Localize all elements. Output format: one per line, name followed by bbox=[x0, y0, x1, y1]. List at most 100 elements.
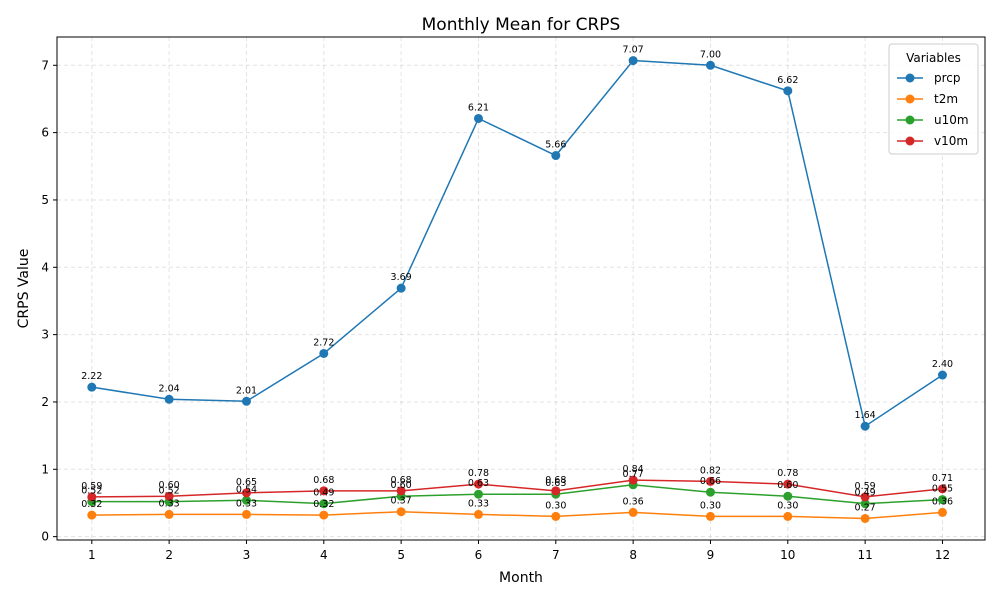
data-point-u10m bbox=[705, 487, 715, 497]
data-label-prcp: 6.21 bbox=[468, 102, 489, 113]
data-point-u10m bbox=[783, 491, 793, 501]
legend-marker-u10m bbox=[905, 115, 915, 125]
data-point-t2m bbox=[241, 509, 251, 519]
data-label-t2m: 0.36 bbox=[623, 496, 644, 507]
data-point-v10m bbox=[164, 491, 174, 501]
x-tick-label: 7 bbox=[552, 548, 560, 562]
data-point-prcp bbox=[860, 421, 870, 431]
data-point-u10m bbox=[241, 495, 251, 505]
data-point-v10m bbox=[783, 479, 793, 489]
data-label-v10m: 0.78 bbox=[777, 468, 798, 479]
data-label-prcp: 3.69 bbox=[391, 272, 412, 283]
data-point-t2m bbox=[473, 509, 483, 519]
data-label-u10m: 0.63 bbox=[468, 478, 489, 489]
chart-title: Monthly Mean for CRPS bbox=[422, 15, 621, 35]
data-label-t2m: 0.30 bbox=[777, 500, 798, 511]
data-point-t2m bbox=[164, 509, 174, 519]
data-label-t2m: 0.33 bbox=[159, 498, 180, 509]
y-axis-title: CRPS Value bbox=[16, 249, 32, 329]
grid-lines bbox=[57, 37, 985, 540]
data-point-t2m bbox=[551, 511, 561, 521]
legend-box bbox=[888, 43, 979, 155]
data-point-prcp bbox=[628, 56, 638, 66]
data-label-u10m: 0.49 bbox=[855, 488, 876, 499]
data-point-t2m bbox=[87, 510, 97, 520]
data-label-u10m: 0.63 bbox=[545, 478, 566, 489]
y-tick-label: 6 bbox=[41, 126, 49, 140]
series-line-t2m bbox=[91, 510, 943, 520]
data-point-v10m bbox=[241, 488, 251, 498]
data-label-t2m: 0.30 bbox=[545, 500, 566, 511]
x-tick-label: 2 bbox=[165, 548, 173, 562]
data-point-prcp bbox=[705, 60, 715, 70]
data-point-u10m bbox=[473, 489, 483, 499]
data-point-t2m bbox=[937, 507, 947, 517]
x-tick-label: 12 bbox=[935, 548, 950, 562]
data-label-v10m: 0.60 bbox=[159, 480, 180, 491]
data-point-v10m bbox=[860, 492, 870, 502]
data-label-prcp: 1.64 bbox=[855, 410, 876, 421]
legend: Variables prcp t2m u10m v10m bbox=[888, 43, 979, 155]
x-tick-label: 8 bbox=[629, 548, 637, 562]
data-point-u10m bbox=[937, 495, 947, 505]
data-point-v10m bbox=[396, 486, 406, 496]
x-tick-label: 1 bbox=[88, 548, 96, 562]
legend-marker-t2m bbox=[905, 94, 915, 104]
data-label-prcp: 2.72 bbox=[313, 337, 334, 348]
series-line-u10m bbox=[91, 484, 943, 505]
data-label-v10m: 0.71 bbox=[932, 473, 953, 484]
x-tick-label: 4 bbox=[320, 548, 328, 562]
data-label-u10m: 0.54 bbox=[236, 484, 257, 495]
legend-label-prcp: prcp bbox=[934, 71, 961, 85]
legend-title: Variables bbox=[906, 51, 961, 65]
data-label-u10m: 0.52 bbox=[81, 486, 102, 497]
y-tick-label: 2 bbox=[41, 395, 49, 409]
data-label-u10m: 0.60 bbox=[777, 480, 798, 491]
plot-area-frame bbox=[56, 36, 986, 541]
data-point-prcp bbox=[319, 348, 329, 358]
x-tick-label: 5 bbox=[397, 548, 405, 562]
data-point-t2m bbox=[319, 510, 329, 520]
data-point-v10m bbox=[473, 479, 483, 489]
data-label-t2m: 0.27 bbox=[855, 502, 876, 513]
y-tick-label: 0 bbox=[41, 530, 49, 544]
data-label-v10m: 0.68 bbox=[313, 475, 334, 486]
data-label-t2m: 0.37 bbox=[391, 496, 412, 507]
data-point-v10m bbox=[937, 484, 947, 494]
legend-marker-v10m bbox=[905, 136, 915, 146]
data-label-v10m: 0.82 bbox=[700, 465, 721, 476]
data-point-prcp bbox=[551, 151, 561, 161]
data-label-v10m: 0.84 bbox=[623, 464, 644, 475]
data-point-t2m bbox=[705, 511, 715, 521]
data-point-prcp bbox=[937, 370, 947, 380]
data-label-prcp: 2.01 bbox=[236, 385, 257, 396]
data-label-t2m: 0.32 bbox=[313, 499, 334, 510]
data-label-v10m: 0.65 bbox=[236, 477, 257, 488]
data-label-prcp: 7.00 bbox=[700, 49, 721, 60]
data-label-t2m: 0.32 bbox=[81, 499, 102, 510]
data-label-t2m: 0.36 bbox=[932, 496, 953, 507]
data-point-v10m bbox=[628, 475, 638, 485]
data-label-v10m: 0.78 bbox=[468, 468, 489, 479]
y-tick-label: 3 bbox=[41, 328, 49, 342]
data-label-t2m: 0.33 bbox=[468, 498, 489, 509]
data-label-u10m: 0.60 bbox=[391, 480, 412, 491]
legend-label-v10m: v10m bbox=[934, 134, 968, 148]
data-point-v10m bbox=[319, 486, 329, 496]
y-tick-label: 5 bbox=[41, 193, 49, 207]
data-label-prcp: 7.07 bbox=[623, 45, 644, 56]
data-point-u10m bbox=[860, 499, 870, 509]
data-point-prcp bbox=[783, 86, 793, 96]
data-label-t2m: 0.30 bbox=[700, 500, 721, 511]
data-point-t2m bbox=[396, 507, 406, 517]
legend-label-u10m: u10m bbox=[934, 113, 969, 127]
data-label-prcp: 2.04 bbox=[159, 383, 180, 394]
data-point-t2m bbox=[860, 513, 870, 523]
data-label-t2m: 0.33 bbox=[236, 498, 257, 509]
data-label-u10m: 0.77 bbox=[623, 469, 644, 480]
data-label-v10m: 0.68 bbox=[545, 475, 566, 486]
data-point-prcp bbox=[87, 382, 97, 392]
data-label-v10m: 0.68 bbox=[391, 475, 412, 486]
y-tick-label: 1 bbox=[41, 462, 49, 476]
